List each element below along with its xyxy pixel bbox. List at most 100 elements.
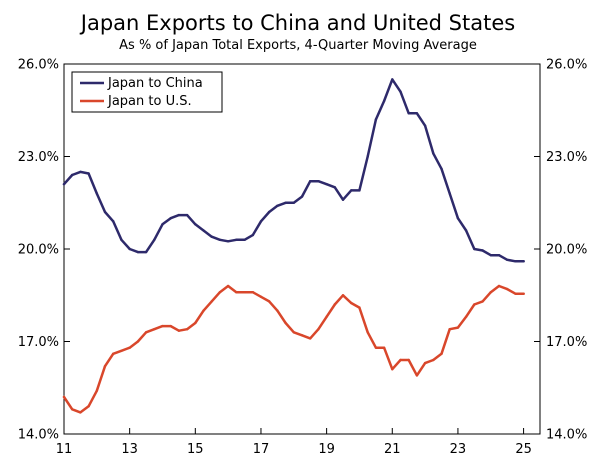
y-tick-label-left: 14.0% (18, 428, 59, 443)
data-point (366, 155, 369, 158)
y-tick-label-right: 23.0% (546, 150, 587, 165)
legend-label-us: Japan to U.S. (107, 94, 192, 109)
data-point (506, 258, 509, 261)
data-point (153, 328, 156, 331)
data-point (300, 334, 304, 337)
data-point (218, 238, 222, 241)
x-tick-label: 15 (187, 442, 204, 457)
data-point (136, 340, 140, 343)
data-point (185, 328, 189, 331)
data-point (473, 303, 476, 306)
data-point (522, 260, 525, 263)
data-point (71, 173, 74, 177)
y-axis-right: 14.0% 17.0% 20.0% 23.0% 26.0% (534, 58, 587, 443)
data-point (391, 78, 394, 81)
data-point (350, 189, 353, 192)
data-point (448, 192, 451, 195)
data-point (128, 346, 131, 349)
data-point (309, 337, 312, 340)
data-point (161, 223, 164, 226)
legend-box (71, 71, 223, 113)
data-point (333, 303, 336, 306)
data-point (177, 213, 181, 217)
data-point (251, 291, 254, 294)
data-point (144, 331, 148, 334)
data-point (284, 201, 287, 204)
y-tick-label-left: 20.0% (18, 243, 59, 258)
data-point (276, 309, 279, 312)
data-point (300, 195, 304, 198)
x-tick-label: 21 (384, 442, 401, 457)
data-point (506, 287, 509, 291)
data-point (112, 352, 115, 355)
data-point (399, 358, 402, 362)
data-point (292, 331, 295, 334)
data-point (382, 346, 386, 349)
data-point (161, 324, 164, 328)
data-point (341, 294, 345, 297)
data-point (489, 291, 492, 294)
data-point (71, 408, 74, 411)
data-point (292, 201, 295, 204)
data-point (284, 321, 287, 325)
data-point (522, 292, 525, 295)
data-point (407, 112, 410, 115)
data-point (333, 186, 336, 189)
data-point (374, 118, 378, 121)
data-point (325, 315, 328, 318)
data-point (423, 361, 427, 365)
data-point (210, 235, 213, 238)
x-tick-label: 11 (56, 442, 73, 457)
data-point (218, 291, 222, 294)
y-tick-label-left: 23.0% (18, 150, 59, 165)
data-point (358, 189, 361, 192)
data-point (366, 331, 369, 334)
data-point (235, 238, 238, 241)
data-point (432, 358, 435, 362)
data-point (226, 284, 230, 288)
data-point (202, 229, 205, 232)
y-tick-label-right: 20.0% (546, 243, 587, 258)
data-point (317, 180, 320, 183)
data-point (79, 170, 82, 174)
data-point (112, 220, 115, 223)
legend: Japan to China Japan to U.S. (71, 71, 223, 113)
data-point (268, 210, 271, 214)
x-tick-label: 23 (450, 442, 467, 457)
data-point (489, 254, 492, 257)
data-point (87, 172, 90, 175)
data-point (358, 306, 361, 309)
data-point (514, 260, 517, 263)
data-point (350, 301, 353, 305)
x-axis: 11 13 15 17 19 21 23 25 (56, 428, 532, 457)
x-tick-label: 19 (318, 442, 335, 457)
data-point (407, 358, 410, 362)
data-point (103, 365, 107, 368)
x-tick-label: 25 (515, 442, 532, 457)
y-tick-label-left: 26.0% (18, 58, 59, 73)
data-point (432, 152, 435, 155)
data-point (202, 309, 205, 312)
data-point (103, 210, 107, 214)
data-point (169, 217, 172, 220)
chart-subtitle: As % of Japan Total Exports, 4-Quarter M… (119, 38, 477, 53)
data-point (415, 374, 419, 377)
data-point (481, 249, 484, 252)
data-point (136, 250, 140, 254)
data-point (497, 254, 501, 257)
data-point (87, 405, 90, 408)
data-point (464, 229, 468, 232)
data-point (79, 411, 82, 414)
data-point (95, 192, 99, 195)
y-tick-label-right: 14.0% (546, 428, 587, 443)
data-point (251, 233, 254, 237)
data-point (243, 291, 246, 294)
data-point (268, 300, 271, 303)
data-point (456, 217, 460, 220)
data-point (153, 238, 156, 241)
data-point (62, 395, 66, 399)
data-point (374, 346, 378, 349)
data-point (259, 220, 263, 223)
data-point (440, 167, 443, 170)
data-point (62, 183, 66, 186)
